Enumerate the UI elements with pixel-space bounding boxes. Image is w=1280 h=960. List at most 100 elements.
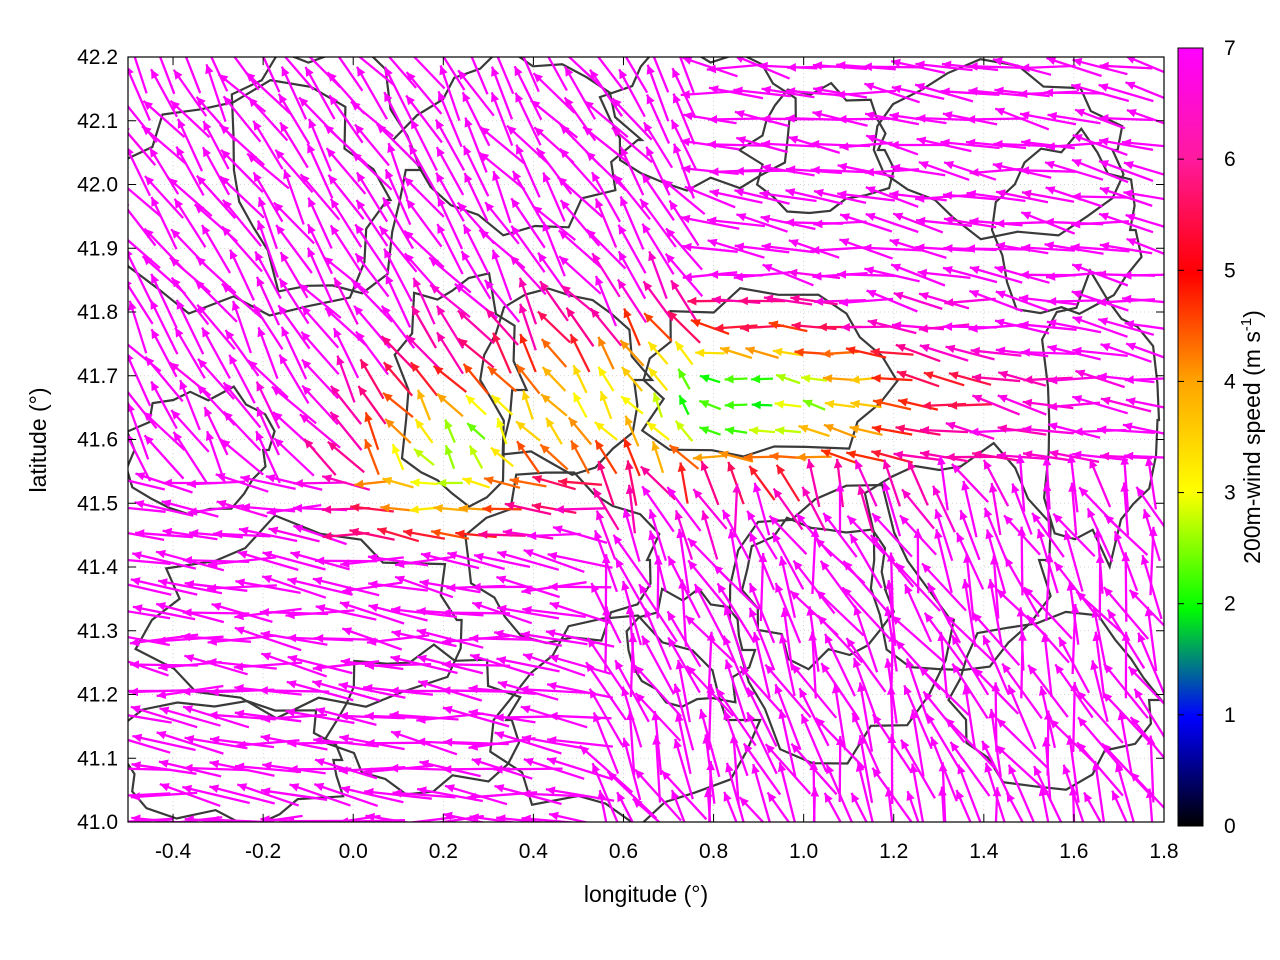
- wind-arrow: [712, 564, 760, 610]
- x-tick-label: -0.2: [245, 840, 281, 863]
- wind-arrow: [435, 146, 465, 196]
- wind-arrow: [572, 392, 588, 418]
- wind-arrow: [723, 709, 749, 777]
- wind-arrow: [161, 499, 219, 518]
- wind-arrow: [1005, 792, 1024, 822]
- wind-arrow: [835, 735, 845, 803]
- wind-arrow: [175, 299, 205, 355]
- wind-arrow: [940, 138, 1000, 150]
- wind-arrow: [405, 71, 443, 115]
- wind-arrow: [1097, 425, 1155, 435]
- wind-arrow: [304, 66, 336, 120]
- wind-arrow: [1071, 290, 1129, 312]
- wind-arrow: [614, 659, 650, 723]
- wind-arrow: [988, 482, 1002, 536]
- wind-arrow: [925, 713, 963, 773]
- wind-arrow: [468, 445, 484, 469]
- wind-arrow: [356, 66, 388, 120]
- wind-arrow: [521, 814, 580, 822]
- wind-arrow: [711, 295, 761, 305]
- wind-arrow: [1063, 530, 1084, 592]
- wind-arrow: [261, 575, 327, 599]
- wind-arrow: [746, 687, 778, 747]
- colorbar-title: 200m-wind speed (m s-1): [1238, 310, 1265, 564]
- wind-arrow: [714, 323, 758, 333]
- wind-arrow: [531, 205, 577, 241]
- wind-arrow: [1117, 710, 1133, 776]
- wind-arrow: [329, 411, 363, 451]
- wind-arrow: [447, 551, 505, 571]
- y-tick-label: 42.0: [77, 174, 118, 197]
- wind-arrow: [916, 114, 972, 123]
- wind-arrow: [148, 147, 180, 195]
- wind-arrow: [673, 683, 695, 751]
- wind-arrow: [595, 510, 617, 560]
- wind-arrow: [1127, 665, 1164, 706]
- wind-arrow: [468, 684, 536, 696]
- wind-arrow: [128, 558, 171, 565]
- wind-arrow: [202, 120, 230, 170]
- wind-arrow: [432, 365, 468, 393]
- wind-arrow: [890, 263, 946, 287]
- wind-arrow: [273, 201, 315, 245]
- wind-arrow: [707, 238, 765, 259]
- wind-arrow: [558, 255, 602, 295]
- wind-arrow: [510, 225, 546, 273]
- wind-arrow: [617, 250, 647, 300]
- wind-arrow: [128, 506, 166, 513]
- wind-arrow: [299, 173, 341, 221]
- wind-arrow: [195, 174, 237, 220]
- wind-arrow: [364, 411, 380, 451]
- wind-arrow: [545, 417, 563, 445]
- wind-arrow: [654, 555, 663, 619]
- wind-arrow: [128, 238, 161, 269]
- wind-arrow: [864, 82, 920, 104]
- wind-arrow: [845, 346, 887, 359]
- wind-arrow: [865, 186, 919, 208]
- wind-arrow: [882, 481, 902, 537]
- wind-arrow: [515, 363, 541, 395]
- wind-arrow: [949, 741, 991, 797]
- wind-arrow: [1053, 561, 1095, 613]
- wind-arrow: [262, 57, 281, 93]
- wind-arrow: [435, 305, 465, 349]
- wind-arrow: [1042, 456, 1052, 510]
- wind-arrow: [416, 389, 432, 421]
- wind-arrow: [619, 339, 645, 367]
- contour-line: [128, 699, 345, 822]
- wind-arrow: [675, 659, 691, 723]
- wind-arrow: [182, 608, 250, 617]
- wind-arrow: [589, 69, 623, 117]
- wind-arrow: [660, 769, 708, 821]
- wind-arrow: [1120, 455, 1130, 511]
- wind-arrow: [312, 576, 380, 597]
- wind-arrow: [184, 654, 248, 676]
- wind-arrow: [621, 366, 643, 392]
- wind-arrow: [761, 85, 815, 99]
- wind-arrow: [516, 440, 540, 474]
- contour-line: [640, 287, 901, 458]
- wind-arrow: [1100, 396, 1152, 413]
- wind-arrow: [142, 410, 186, 452]
- wind-arrow: [479, 126, 525, 164]
- wind-arrow: [871, 512, 913, 558]
- wind-arrow: [128, 714, 172, 724]
- wind-arrow: [1070, 83, 1130, 103]
- wind-arrow: [905, 658, 931, 724]
- wind-arrow: [724, 374, 748, 384]
- wind-arrow: [468, 737, 536, 751]
- wind-arrow: [699, 426, 721, 436]
- wind-arrow: [572, 364, 588, 394]
- colorbar: [1177, 47, 1204, 827]
- wind-arrow: [182, 784, 250, 805]
- wind-arrow: [1072, 450, 1128, 462]
- wind-arrow: [496, 575, 560, 599]
- wind-arrow: [592, 487, 620, 531]
- wind-arrow: [355, 330, 389, 376]
- wind-arrow: [872, 398, 912, 411]
- wind-arrow: [220, 438, 264, 476]
- wind-arrow: [254, 250, 282, 300]
- wind-arrow: [810, 527, 820, 595]
- wind-arrow: [219, 124, 265, 166]
- wind-arrow: [522, 605, 586, 619]
